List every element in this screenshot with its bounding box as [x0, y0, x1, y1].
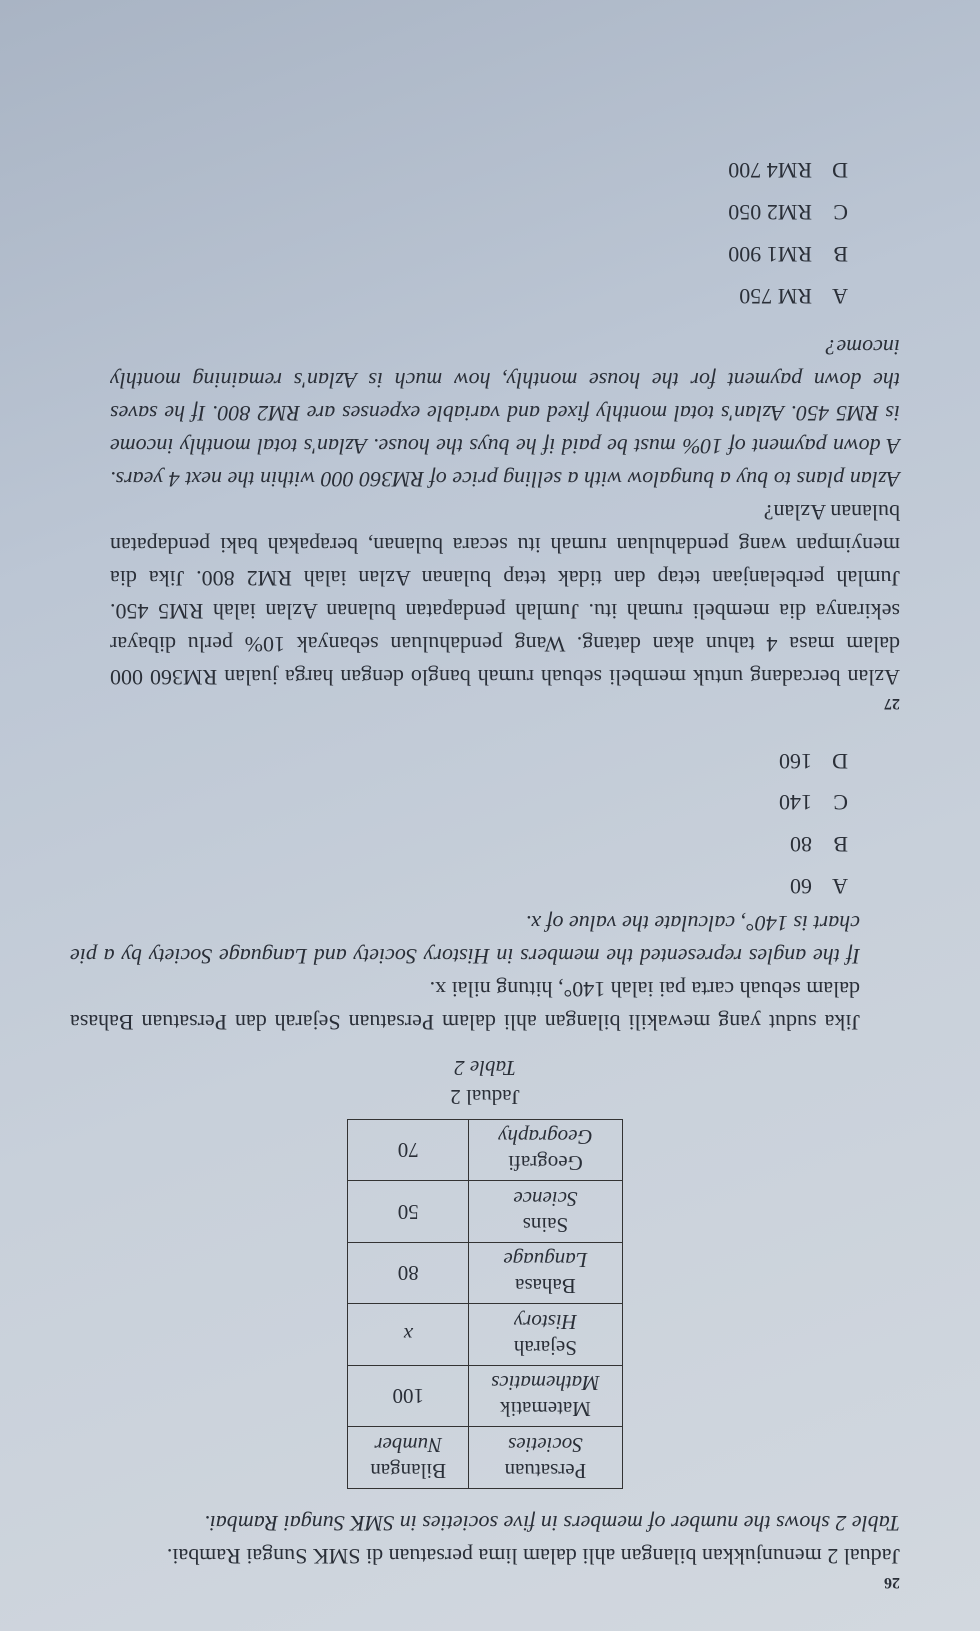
cell-en: Geography [498, 1125, 592, 1149]
table-row: Bahasa Language 80 [348, 1243, 622, 1305]
answer-options: ARM 750 BRM1 900 CRM2 050 DRM4 700 [70, 150, 848, 317]
option-a: A60 [70, 865, 848, 907]
option-d: D160 [70, 740, 848, 782]
cell-value: 100 [348, 1366, 469, 1428]
table-header-row: Persatuan Societies Bilangan Number [348, 1427, 622, 1489]
option-value: 60 [790, 874, 812, 899]
table-row: Geografi Geography 70 [348, 1120, 622, 1182]
option-c: CRM2 050 [70, 191, 848, 233]
intro-en: Table 2 shows the number of members in f… [204, 1511, 900, 1536]
cell-en: Science [513, 1187, 577, 1211]
table-row: Sains Science 50 [348, 1181, 622, 1243]
option-b: B80 [70, 823, 848, 865]
option-value: 160 [779, 749, 812, 774]
cell-en: History [514, 1310, 577, 1334]
cell-society: Sains Science [469, 1181, 622, 1243]
header-number: Bilangan Number [348, 1427, 469, 1489]
cell-society: Geografi Geography [469, 1120, 622, 1182]
body-my: Jika sudut yang mewakili bilangan ahli d… [70, 977, 860, 1035]
cell-my: Sains [523, 1213, 569, 1237]
option-value: RM2 050 [728, 200, 812, 225]
table-row: Sejarah History x [348, 1304, 622, 1366]
option-value: 140 [779, 790, 812, 815]
header-en: Number [374, 1433, 442, 1457]
header-societies: Persatuan Societies [469, 1427, 622, 1489]
question-body: Azlan bercadang untuk membeli sebuah rum… [110, 331, 900, 694]
body-my: Azlan bercadang untuk membeli sebuah rum… [110, 500, 900, 690]
cell-value: 80 [348, 1243, 469, 1305]
intro-my: Jadual 2 menunjukkan bilangan ahli dalam… [167, 1544, 900, 1569]
cell-society: Bahasa Language [469, 1243, 622, 1305]
header-my: Bilangan [370, 1459, 446, 1483]
header-my: Persatuan [505, 1459, 587, 1483]
option-value: RM 750 [739, 284, 812, 309]
question-27: 27 Azlan bercadang untuk membeli sebuah … [70, 150, 900, 712]
question-intro: Jadual 2 menunjukkan bilangan ahli dalam… [110, 1507, 900, 1573]
answer-options: A60 B80 C140 D160 [70, 740, 848, 907]
body-en: If the angles represented the members in… [70, 911, 860, 969]
table-caption-en: Table 2 [70, 1055, 900, 1080]
option-c: C140 [70, 782, 848, 824]
cell-my: Matematik [500, 1398, 591, 1422]
option-value: RM1 900 [728, 242, 812, 267]
cell-my: Sejarah [514, 1336, 577, 1360]
cell-en: Mathematics [491, 1371, 599, 1395]
header-en: Societies [508, 1433, 583, 1457]
question-number: 26 [860, 1573, 900, 1591]
cell-my: Geografi [508, 1152, 583, 1176]
question-26: 26 Jadual 2 menunjukkan bilangan ahli da… [70, 740, 900, 1591]
table-row: Matematik Mathematics 100 [348, 1366, 622, 1428]
cell-society: Matematik Mathematics [469, 1366, 622, 1428]
option-a: ARM 750 [70, 275, 848, 317]
cell-my: Bahasa [515, 1275, 576, 1299]
data-table: Persatuan Societies Bilangan Number Mate… [347, 1119, 622, 1489]
cell-value: x [348, 1304, 469, 1366]
cell-value: 50 [348, 1181, 469, 1243]
option-b: BRM1 900 [70, 233, 848, 275]
body-en: Azlan plans to buy a bungalow with a sel… [110, 335, 900, 492]
option-value: 80 [790, 832, 812, 857]
option-d: DRM4 700 [70, 150, 848, 192]
cell-society: Sejarah History [469, 1304, 622, 1366]
question-body: Jika sudut yang mewakili bilangan ahli d… [70, 907, 860, 1039]
option-value: RM4 700 [728, 158, 812, 183]
table-caption-my: Jadual 2 [70, 1084, 900, 1109]
cell-en: Language [503, 1248, 587, 1272]
cell-value: 70 [348, 1120, 469, 1182]
question-number: 27 [860, 694, 900, 712]
